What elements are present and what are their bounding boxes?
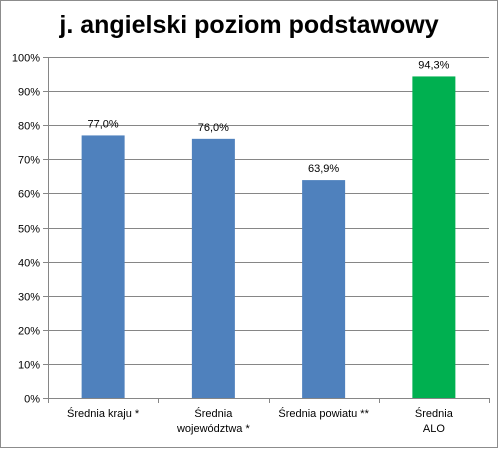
category-label: Średnia powiatu ** [278,407,369,420]
y-tick-label: 20% [18,326,40,338]
bar [302,180,346,398]
category-label: Średnia [194,407,233,420]
y-tick-label: 70% [18,155,40,167]
y-tick-label: 100% [12,53,40,65]
category-label: Średnia [415,407,454,420]
y-tick-label: 10% [18,360,40,372]
data-label: 77,0% [88,118,119,130]
bar [191,138,235,398]
y-tick-label: 0% [24,394,40,406]
y-tick-label: 90% [18,87,40,99]
y-tick-label: 60% [18,189,40,201]
category-label: ALO [423,423,445,435]
data-label: 76,0% [198,122,229,134]
bar [81,135,125,398]
chart-title: j. angielski poziom podstawowy [59,11,439,39]
data-label: 94,3% [418,59,449,71]
y-tick-label: 30% [18,292,40,304]
data-label: 63,9% [308,163,339,175]
y-tick-label: 80% [18,121,40,133]
category-label: województwa * [176,423,250,435]
bar [412,76,456,398]
y-tick-label: 50% [18,224,40,236]
category-label: Średnia kraju * [67,407,140,420]
y-tick-label: 40% [18,258,40,270]
